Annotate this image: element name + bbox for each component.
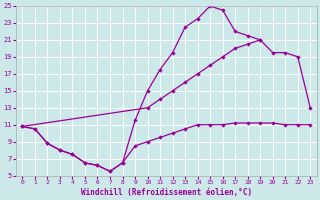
- X-axis label: Windchill (Refroidissement éolien,°C): Windchill (Refroidissement éolien,°C): [81, 188, 252, 197]
